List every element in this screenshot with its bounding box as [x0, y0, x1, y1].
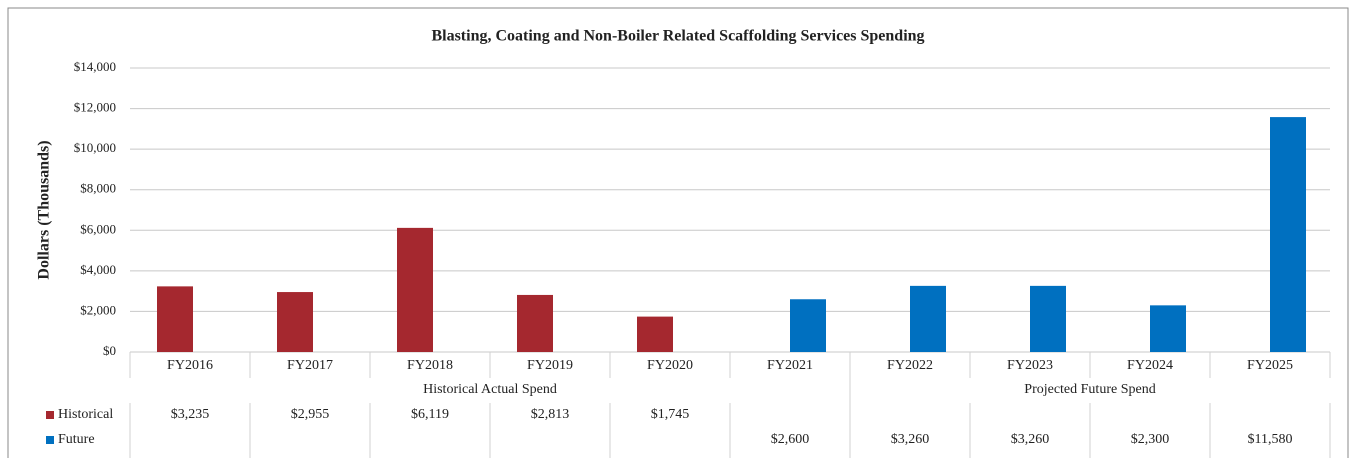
y-tick-label: $6,000	[80, 221, 116, 236]
bar	[277, 292, 313, 352]
bar	[517, 294, 553, 352]
bar	[397, 227, 433, 352]
legend-swatch	[46, 436, 54, 444]
x-tick-label: FY2023	[1007, 358, 1053, 373]
x-tick-label: FY2018	[407, 358, 453, 373]
x-tick-label: FY2025	[1247, 358, 1293, 373]
data-table-value: $3,235	[171, 407, 210, 422]
category-group-label: Projected Future Spend	[1024, 382, 1155, 397]
data-table-value: $3,260	[1011, 432, 1050, 447]
chart-border	[7, 7, 1349, 458]
bar	[637, 316, 673, 352]
legend-label: Historical	[58, 407, 113, 422]
y-tick-label: $12,000	[74, 100, 116, 115]
bar	[1150, 305, 1186, 352]
data-table-value: $2,600	[771, 432, 810, 447]
data-table-value: $2,813	[531, 407, 570, 422]
y-tick-label: $4,000	[80, 262, 116, 277]
x-tick-label: FY2021	[767, 358, 813, 373]
y-tick-label: $10,000	[74, 140, 116, 155]
data-table-value: $2,955	[291, 407, 330, 422]
x-tick-label: FY2017	[287, 358, 333, 373]
bar	[157, 286, 193, 352]
y-tick-label: $14,000	[74, 59, 116, 74]
y-tick-label: $2,000	[80, 302, 116, 317]
bar	[1270, 117, 1306, 352]
data-table-value: $1,745	[651, 407, 690, 422]
data-table-value: $11,580	[1248, 432, 1293, 447]
y-tick-label: $0	[103, 343, 116, 358]
legend-label: Future	[58, 432, 95, 447]
legend-swatch	[46, 411, 54, 419]
data-table-value: $3,260	[891, 432, 930, 447]
y-axis-title: Dollars (Thousands)	[36, 140, 53, 279]
chart-title: Blasting, Coating and Non-Boiler Related…	[431, 28, 924, 45]
bar	[1030, 285, 1066, 352]
x-tick-label: FY2022	[887, 358, 933, 373]
data-table-value: $6,119	[411, 407, 449, 422]
bar	[910, 285, 946, 352]
x-tick-label: FY2019	[527, 358, 573, 373]
data-table-value: $2,300	[1131, 432, 1170, 447]
bar	[790, 299, 826, 352]
x-tick-label: FY2020	[647, 358, 693, 373]
x-tick-label: FY2016	[167, 358, 213, 373]
category-group-label: Historical Actual Spend	[423, 382, 557, 397]
x-tick-label: FY2024	[1127, 358, 1173, 373]
y-tick-label: $8,000	[80, 181, 116, 196]
